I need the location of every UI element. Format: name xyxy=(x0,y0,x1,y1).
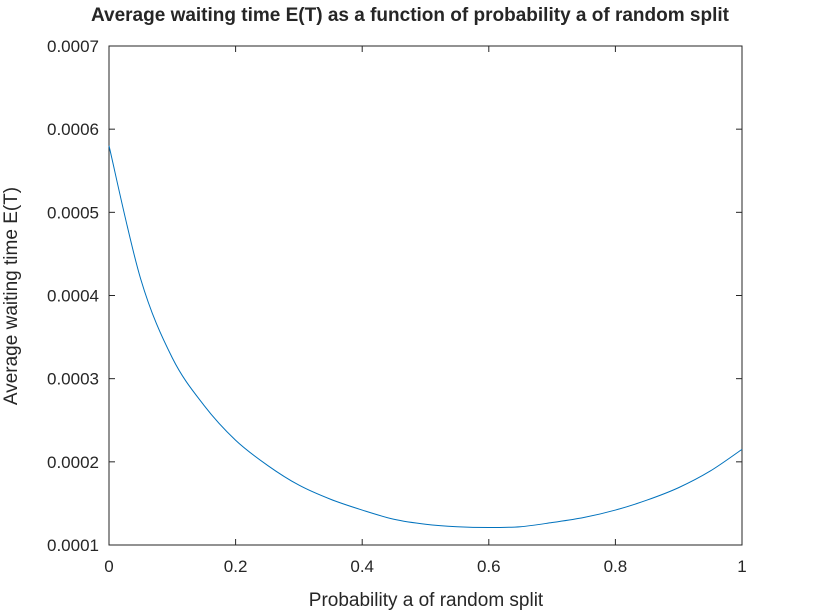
y-tick-label: 0.0003 xyxy=(47,370,99,389)
x-axis: 0 0.2 0.4 0.6 0.8 1 xyxy=(104,46,747,576)
chart-title: Average waiting time E(T) as a function … xyxy=(91,5,730,26)
x-tick-label: 0.6 xyxy=(477,557,501,576)
y-tick-label: 0.0002 xyxy=(47,453,99,472)
x-tick-label: 0.4 xyxy=(350,557,374,576)
x-tick-label: 0 xyxy=(104,557,113,576)
y-tick-label: 0.0004 xyxy=(47,287,99,306)
x-axis-label: Probability a of random split xyxy=(309,590,544,611)
y-axis: 0.0001 0.0002 0.0003 0.0004 0.0005 0.0006 0.00… xyxy=(47,37,742,555)
y-tick-label: 0.0007 xyxy=(47,37,99,56)
y-axis-label: Average waiting time E(T) xyxy=(1,187,22,405)
y-tick-label: 0.0006 xyxy=(47,120,99,139)
y-tick-label: 0.0001 xyxy=(47,536,99,555)
plot-area-frame xyxy=(108,45,743,546)
y-tick-label: 0.0005 xyxy=(47,203,99,222)
x-tick-label: 1 xyxy=(737,557,746,576)
x-tick-label: 0.2 xyxy=(224,557,248,576)
series-line xyxy=(108,145,743,529)
x-tick-label: 0.8 xyxy=(604,557,628,576)
